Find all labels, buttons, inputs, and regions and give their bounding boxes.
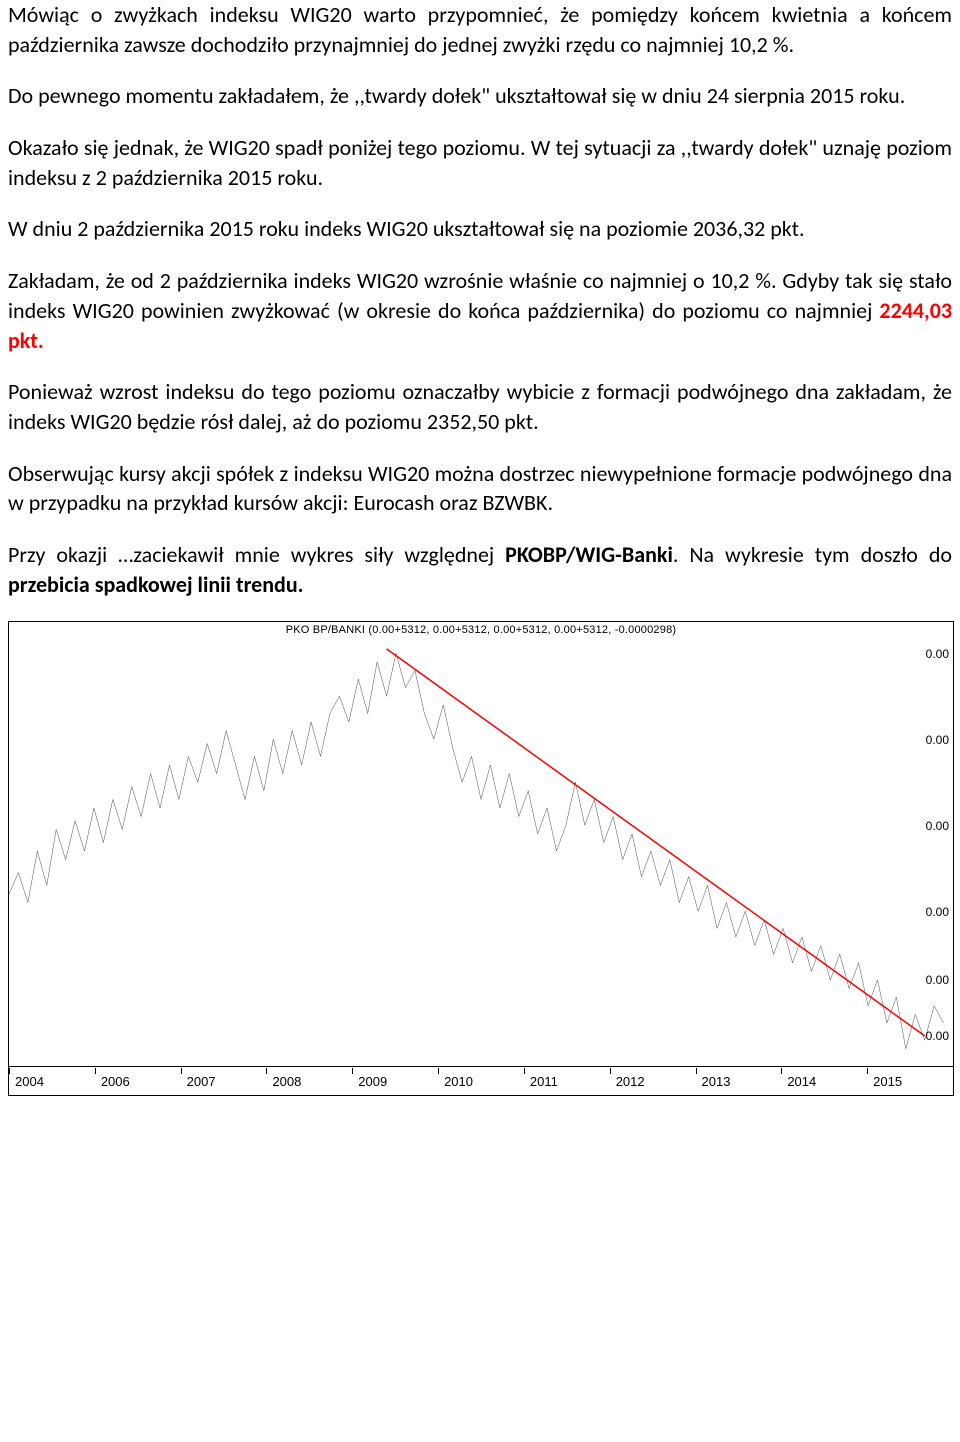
- paragraph-4: W dniu 2 października 2015 roku indeks W…: [8, 214, 952, 244]
- x-tick-label: 2013: [696, 1074, 782, 1089]
- chart-svg: [9, 636, 953, 1066]
- chart-body: 0.00 0.00 0.00 0.00 0.00 0.00: [9, 636, 953, 1066]
- x-tick-label: 2009: [352, 1074, 438, 1089]
- x-tick-label: 2012: [610, 1074, 696, 1089]
- x-tick-label: 2008: [266, 1074, 352, 1089]
- trend-line: [387, 649, 925, 1036]
- y-tick-label: 0.00: [926, 973, 949, 987]
- paragraph-8-ticker: PKOBP/WIG-Banki: [505, 541, 673, 568]
- paragraph-3: Okazało się jednak, że WIG20 spadł poniż…: [8, 133, 952, 192]
- y-tick-label: 0.00: [926, 733, 949, 747]
- relative-strength-chart: PKO BP/BANKI (0.00+5312, 0.00+5312, 0.00…: [8, 621, 954, 1096]
- paragraph-8-c: . Na wykresie tym doszło do: [673, 541, 952, 568]
- paragraph-8-a: Przy okazji …zaciekawił mnie wykres siły…: [8, 541, 505, 568]
- paragraph-2: Do pewnego momentu zakładałem, że ,,twar…: [8, 81, 952, 111]
- y-tick-label: 0.00: [926, 905, 949, 919]
- x-tick-label: 2014: [781, 1074, 867, 1089]
- paragraph-8-d: przebicia spadkowej linii trendu.: [8, 571, 304, 598]
- x-tick-label: 2010: [438, 1074, 524, 1089]
- x-tick-label: 2015: [867, 1074, 953, 1089]
- chart-header: PKO BP/BANKI (0.00+5312, 0.00+5312, 0.00…: [9, 622, 953, 636]
- y-tick-label: 0.00: [926, 1029, 949, 1043]
- paragraph-8: Przy okazji …zaciekawił mnie wykres siły…: [8, 540, 952, 599]
- y-tick-label: 0.00: [926, 647, 949, 661]
- y-tick-label: 0.00: [926, 819, 949, 833]
- paragraph-1: Mówiąc o zwyżkach indeksu WIG20 warto pr…: [8, 0, 952, 59]
- paragraph-5: Zakładam, że od 2 października indeks WI…: [8, 266, 952, 355]
- paragraph-5-text: Zakładam, że od 2 października indeks WI…: [8, 267, 952, 324]
- paragraph-7: Obserwując kursy akcji spółek z indeksu …: [8, 459, 952, 518]
- x-tick-label: 2011: [524, 1074, 610, 1089]
- x-tick-label: 2007: [181, 1074, 267, 1089]
- x-tick-label: 2006: [95, 1074, 181, 1089]
- x-tick-label: 2004: [9, 1074, 95, 1089]
- paragraph-6: Ponieważ wzrost indeksu do tego poziomu …: [8, 377, 952, 436]
- chart-x-axis: 2004200620072008200920102011201220132014…: [9, 1066, 953, 1095]
